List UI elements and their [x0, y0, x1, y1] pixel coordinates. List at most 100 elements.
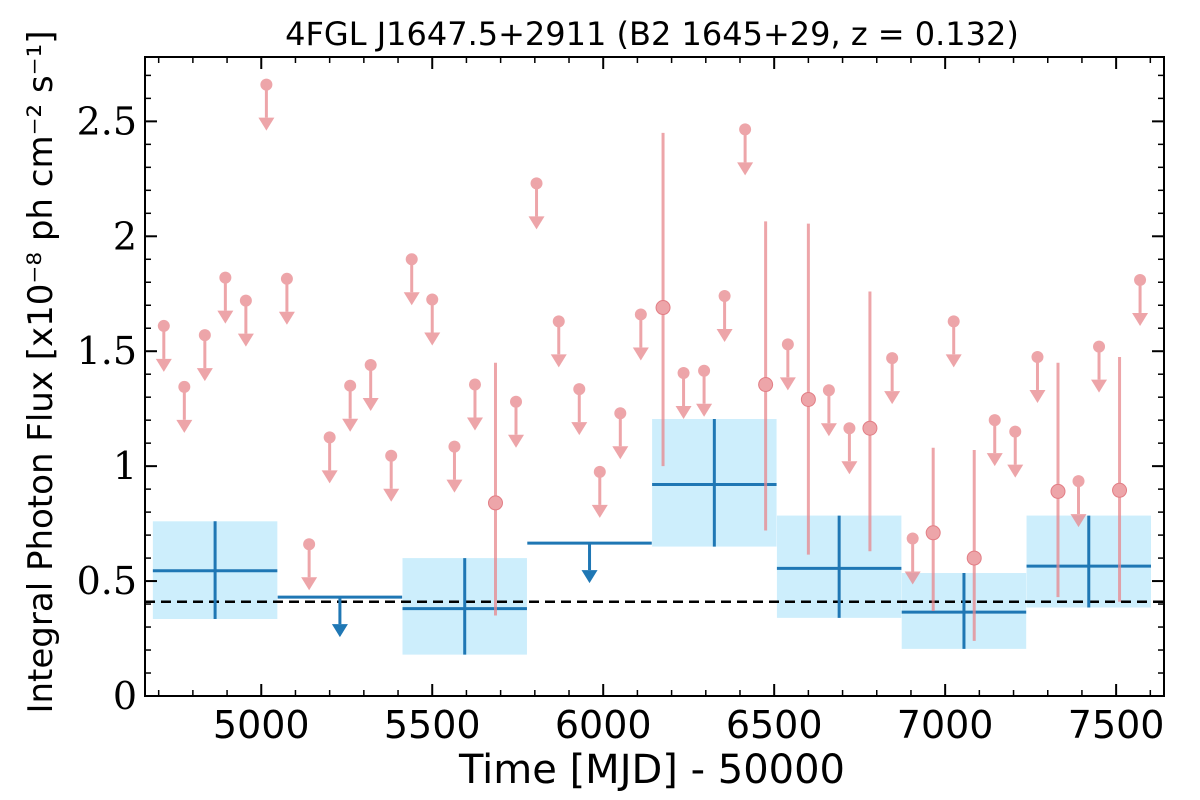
fine-bin-marker	[758, 377, 774, 393]
coarse-bin-upper-limit-arrow	[581, 543, 598, 584]
fine-bin-upper-limit-arrow	[696, 370, 713, 417]
coarse-bin-5	[776, 515, 902, 618]
fine-bin-upper-limit-arrow	[383, 455, 400, 502]
fine-bin-upper-limit-arrow-head	[1029, 389, 1046, 403]
fine-bin-24	[655, 132, 671, 467]
fine-bin-upper-limit-arrow-head	[820, 423, 837, 437]
fine-bin-upper-limit-arrow-head	[1070, 514, 1087, 528]
fine-bin-upper-limit-arrow	[258, 84, 275, 131]
fine-bin-43	[1050, 362, 1066, 598]
fine-bin-upper-limit-arrow	[528, 183, 545, 230]
plot-area	[145, 78, 1164, 655]
fine-bin-upper-limit-arrow	[612, 413, 629, 460]
fine-bin-upper-limit-arrow	[841, 428, 858, 475]
fine-bin-upper-limit-arrow	[571, 389, 588, 436]
fine-bin-upper-limit-arrow	[217, 277, 234, 324]
fine-bin-marker	[1050, 483, 1066, 499]
fine-bin-13	[424, 293, 441, 346]
fine-bin-upper-limit-arrow-head	[737, 162, 754, 176]
fine-bin-upper-limit-arrow-head	[155, 358, 172, 372]
fine-bin-upper-limit-arrow-head	[321, 470, 338, 484]
fine-bin-27	[716, 290, 733, 343]
fine-bin-9	[342, 379, 359, 432]
fine-bin-26	[696, 364, 713, 417]
fine-bin-upper-limit-arrow	[278, 278, 295, 325]
fine-bin-upper-limit-arrow-head	[176, 419, 193, 433]
fine-bin-upper-limit-arrow	[945, 321, 962, 368]
fine-bin-30	[779, 338, 796, 391]
y-tick-label: 0	[113, 674, 137, 718]
fine-bin-16	[487, 362, 503, 616]
fine-bin-25	[675, 367, 692, 420]
fine-bin-39	[966, 450, 982, 641]
fine-bin-upper-limit-arrow	[342, 385, 359, 432]
fine-bin-upper-limit-arrow	[403, 259, 420, 306]
x-tick-label: 7500	[1068, 703, 1165, 747]
fine-bin-5	[258, 78, 275, 131]
fine-bin-upper-limit-arrow	[155, 325, 172, 372]
fine-bin-10	[362, 359, 379, 412]
fine-bin-upper-limit-arrow	[986, 420, 1003, 467]
fine-bin-47	[1132, 273, 1149, 326]
fine-bin-upper-limit-arrow-head	[217, 310, 234, 324]
fine-bin-29	[758, 221, 774, 531]
fine-bin-35	[884, 352, 901, 405]
fine-bin-upper-limit-arrow	[424, 299, 441, 346]
fine-bin-upper-limit-arrow-head	[424, 332, 441, 346]
fine-bin-upper-limit-arrow	[779, 344, 796, 391]
fine-bin-34	[862, 291, 878, 552]
fine-bin-36	[904, 532, 921, 585]
fine-bin-1	[176, 380, 193, 433]
fine-bin-upper-limit-arrow-head	[278, 311, 295, 325]
fine-bin-upper-limit-arrow	[176, 386, 193, 433]
x-tick-label: 6500	[726, 703, 823, 747]
fine-bin-upper-limit-arrow	[550, 321, 567, 368]
fine-bin-upper-limit-arrow	[301, 544, 318, 591]
fine-bin-upper-limit-arrow-head	[884, 391, 901, 405]
fine-bin-upper-limit-arrow	[1070, 481, 1087, 528]
x-tick-label: 5000	[213, 703, 310, 747]
fine-bin-upper-limit-arrow-head	[446, 479, 463, 493]
fine-bin-37	[925, 447, 941, 611]
fine-bin-marker	[487, 495, 503, 511]
fine-bin-44	[1070, 475, 1087, 528]
y-tick-label: 0.5	[77, 559, 137, 603]
fine-bin-marker	[862, 420, 878, 436]
fine-bin-marker	[966, 550, 982, 566]
fine-bin-32	[820, 384, 837, 437]
fine-bin-upper-limit-arrow-head	[550, 354, 567, 368]
fine-bin-upper-limit-arrow	[884, 358, 901, 405]
fine-bin-upper-limit-arrow	[820, 390, 837, 437]
y-tick-label: 2	[113, 214, 137, 258]
fine-bin-marker	[800, 391, 816, 407]
fine-bin-upper-limit-arrow	[1132, 279, 1149, 326]
fine-bin-upper-limit-arrow-head	[571, 422, 588, 436]
axes: 5000 5500 6000 6500 7000 7500 0 0.5 1 1.5 2 2.5	[77, 56, 1165, 747]
fine-bin-marker	[925, 525, 941, 541]
fine-bin-6	[278, 272, 295, 325]
fine-bin-17	[508, 395, 525, 448]
x-axis-label: Time [MJD] - 50000	[458, 747, 845, 793]
fine-bin-upper-limit-arrow	[904, 538, 921, 585]
fine-bin-upper-limit-arrow	[632, 314, 649, 361]
fine-bin-upper-limit-arrow-head	[362, 398, 379, 412]
fine-bin-upper-limit-arrow	[446, 446, 463, 493]
fine-bin-upper-limit-arrow-head	[904, 571, 921, 585]
fine-bin-22	[612, 407, 629, 460]
fine-bin-28	[737, 123, 754, 176]
fine-bin-upper-limit-arrow	[237, 300, 254, 347]
fine-bin-upper-limit-arrow	[1091, 346, 1108, 393]
fine-bin-upper-limit-arrow-head	[591, 504, 608, 518]
fine-bin-upper-limit-arrow-head	[841, 461, 858, 475]
x-tick-label: 5500	[384, 703, 481, 747]
coarse-bin-0	[152, 521, 278, 619]
fine-bin-4	[237, 294, 254, 347]
chart-title: 4FGL J1647.5+2911 (B2 1645+29, z = 0.132…	[285, 15, 1019, 53]
fine-bin-upper-limit-arrow	[321, 437, 338, 484]
fine-bin-upper-limit-arrow-head	[383, 488, 400, 502]
fine-bin-upper-limit-arrow-head	[1091, 379, 1108, 393]
fine-bin-upper-limit-arrow-head	[779, 377, 796, 391]
fine-bin-11	[383, 449, 400, 502]
fine-bin-upper-limit-arrow	[1007, 431, 1024, 478]
